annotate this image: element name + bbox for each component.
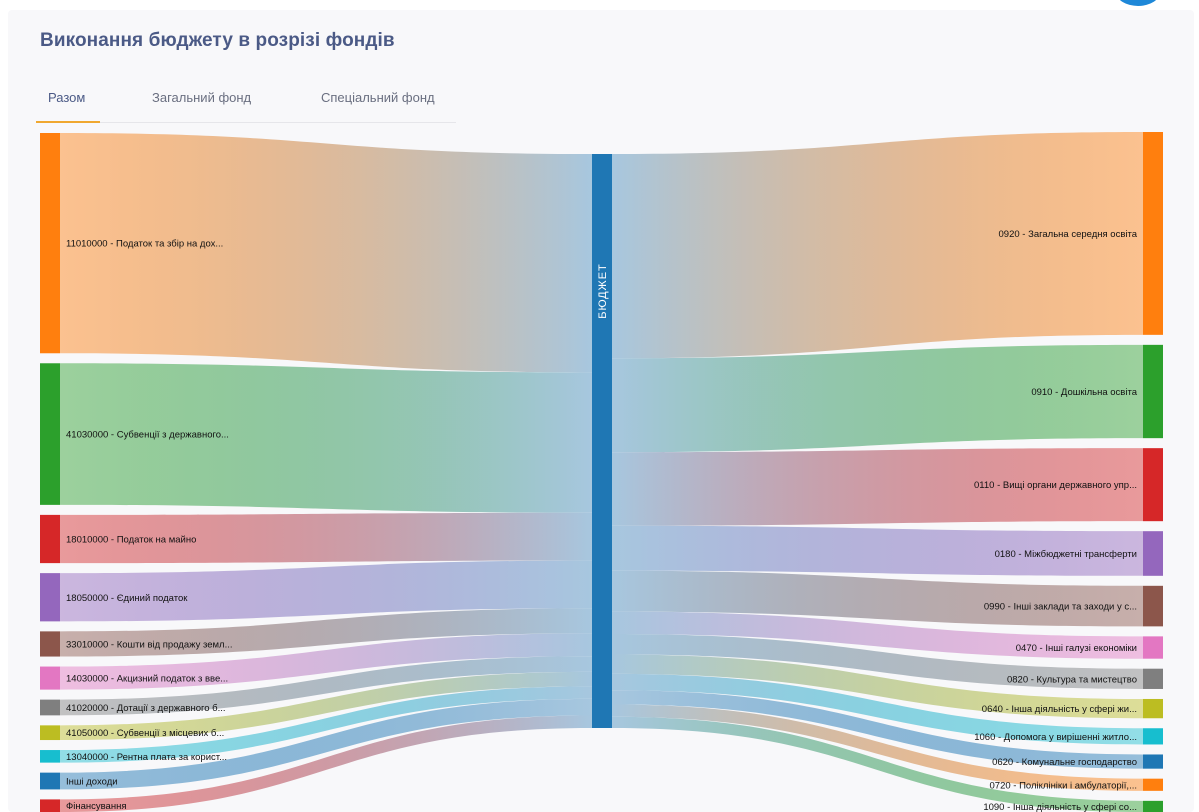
source-node xyxy=(40,514,60,564)
target-link xyxy=(612,634,1143,689)
center-node xyxy=(592,154,612,728)
tab-special-fund[interactable]: Спеціальний фонд xyxy=(321,90,435,105)
target-node xyxy=(1143,585,1163,627)
source-link xyxy=(60,656,592,716)
target-link xyxy=(612,132,1143,359)
source-link xyxy=(60,686,592,763)
target-node xyxy=(1143,344,1163,439)
source-label: Фінансування xyxy=(66,801,126,812)
source-label: 13040000 - Рентна плата за корист... xyxy=(66,752,227,763)
target-node xyxy=(1143,728,1163,745)
source-label: 41020000 - Дотації з державного б... xyxy=(66,703,226,714)
target-node xyxy=(1143,698,1163,719)
source-link xyxy=(60,608,592,657)
source-node xyxy=(40,363,60,505)
source-label: 41030000 - Субвенції з державного... xyxy=(66,430,229,441)
tab-general-fund[interactable]: Загальний фонд xyxy=(152,90,252,105)
source-node xyxy=(40,666,60,690)
source-label: Інші доходи xyxy=(66,777,118,788)
target-node xyxy=(1143,132,1163,335)
source-node xyxy=(40,133,60,354)
source-link xyxy=(60,671,592,741)
target-link xyxy=(612,525,1143,576)
logo-icon xyxy=(1119,0,1157,6)
source-link xyxy=(60,363,592,513)
target-node xyxy=(1143,531,1163,576)
center-node-label: БЮДЖЕТ xyxy=(597,263,609,319)
target-link xyxy=(612,570,1143,627)
source-label: 41050000 - Субвенції з місцевих б... xyxy=(66,728,224,739)
target-label: 0820 - Культура та мистецтво xyxy=(1007,674,1137,685)
source-link xyxy=(60,633,592,690)
source-node xyxy=(40,631,60,657)
source-link xyxy=(60,698,592,790)
target-link xyxy=(612,344,1143,453)
target-label: 0920 - Загальна середня освіта xyxy=(999,229,1138,240)
source-link xyxy=(60,715,592,812)
target-node xyxy=(1143,800,1163,812)
target-node xyxy=(1143,636,1163,659)
fund-tabs: Разом Загальний фонд Спеціальний фонд xyxy=(36,80,456,123)
target-link xyxy=(612,704,1143,791)
target-label: 1090 - Інша діяльність у сфері со... xyxy=(983,802,1137,812)
target-label: 0720 - Поліклініки і амбулаторії,... xyxy=(990,780,1137,791)
target-label: 0470 - Інші галузі економіки xyxy=(1016,643,1137,654)
target-link xyxy=(612,611,1143,659)
page-title: Виконання бюджету в розрізі фондів xyxy=(40,30,395,51)
source-node xyxy=(40,772,60,790)
source-label: 33010000 - Кошти від продажу земл... xyxy=(66,639,233,650)
target-link xyxy=(612,690,1143,769)
source-label: 18010000 - Податок на майно xyxy=(66,535,196,546)
target-node xyxy=(1143,778,1163,791)
source-node xyxy=(40,799,60,812)
source-link xyxy=(60,133,592,373)
source-label: 14030000 - Акцизний податок з вве... xyxy=(66,674,228,685)
source-node xyxy=(40,699,60,716)
target-node xyxy=(1143,448,1163,522)
target-link xyxy=(612,716,1143,812)
source-node xyxy=(40,573,60,622)
target-label: 0620 - Комунальне господарство xyxy=(992,757,1137,768)
source-label: 18050000 - Єдиний податок xyxy=(66,593,188,604)
target-label: 0990 - Інші заклади та заходи у с... xyxy=(984,602,1137,613)
target-node xyxy=(1143,668,1163,689)
source-link xyxy=(60,560,592,622)
target-link xyxy=(612,654,1143,719)
target-label: 0110 - Вищі органи державного упр... xyxy=(974,480,1137,491)
tab-total[interactable]: Разом xyxy=(48,90,86,105)
target-label: 0910 - Дошкільна освіта xyxy=(1031,387,1137,398)
active-tab-indicator xyxy=(36,121,100,123)
source-node xyxy=(40,750,60,763)
target-node xyxy=(1143,754,1163,769)
target-label: 0180 - Міжбюджетні трансферти xyxy=(995,549,1137,560)
target-label: 0640 - Інша діяльність у сфері жи... xyxy=(982,704,1137,715)
target-link xyxy=(612,448,1143,526)
sankey-links xyxy=(60,132,1143,812)
target-link xyxy=(612,673,1143,745)
target-label: 1060 - Допомога у вирішенні житло... xyxy=(974,732,1137,743)
source-node xyxy=(40,725,60,741)
source-label: 11010000 - Податок та збір на дох... xyxy=(66,239,223,250)
source-link xyxy=(60,512,592,564)
